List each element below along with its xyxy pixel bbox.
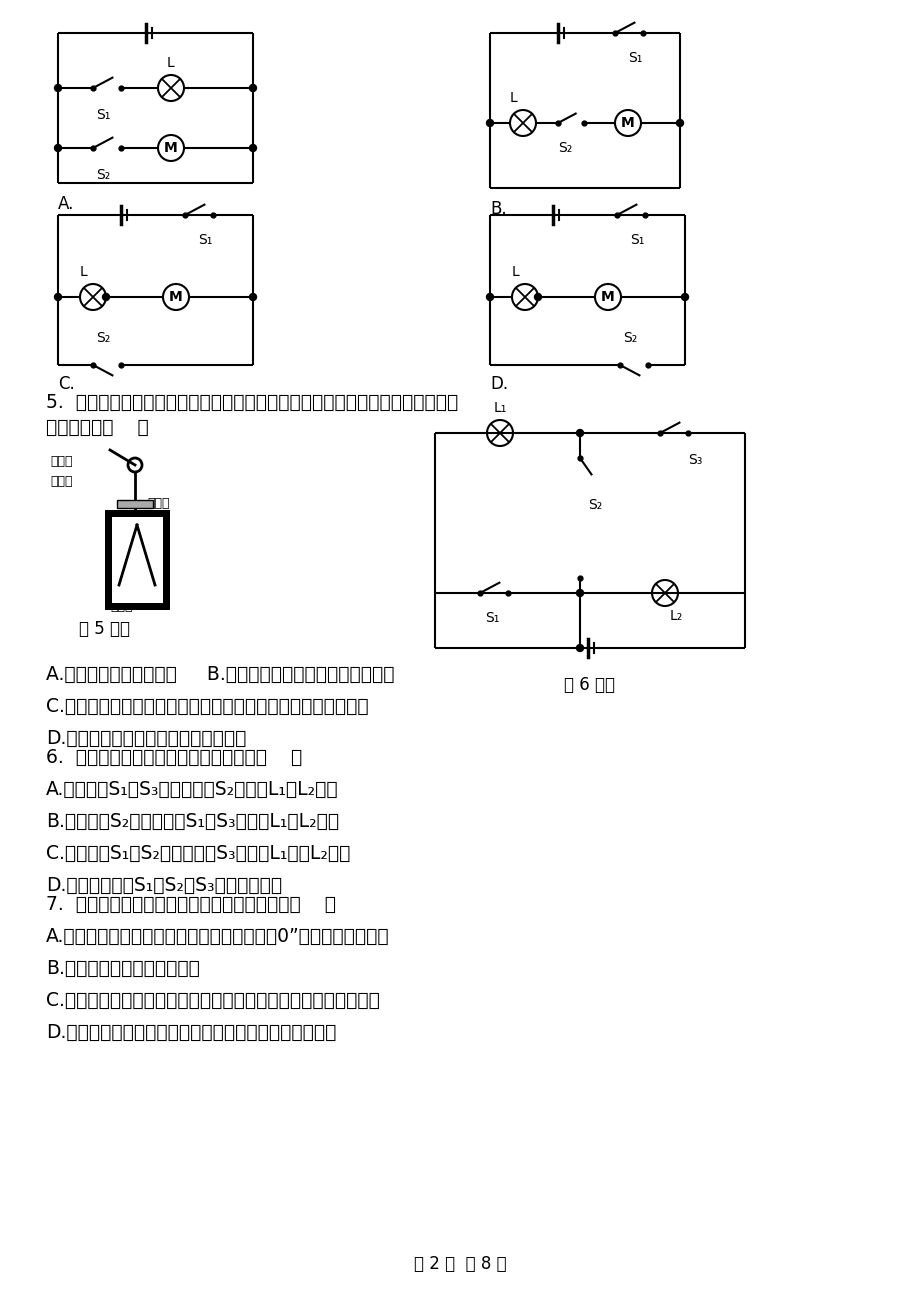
Text: S₁: S₁ <box>198 233 212 247</box>
Circle shape <box>102 294 109 300</box>
Text: D.: D. <box>490 375 507 394</box>
Text: 第 5 题图: 第 5 题图 <box>79 620 130 638</box>
Circle shape <box>576 430 583 436</box>
Text: L₂: L₂ <box>669 609 683 624</box>
Text: 第 6 题图: 第 6 题图 <box>564 675 615 694</box>
Text: L: L <box>80 265 87 279</box>
Text: L₁: L₁ <box>493 401 506 414</box>
Text: C.: C. <box>58 375 74 394</box>
Text: A.摩擦过程中创造了电荷     B.经橡胶棒接触后的验电器带正电荷: A.摩擦过程中创造了电荷 B.经橡胶棒接触后的验电器带正电荷 <box>46 665 394 685</box>
Text: L: L <box>512 265 519 279</box>
Text: B.: B. <box>490 200 506 218</box>
Circle shape <box>486 120 493 126</box>
Circle shape <box>54 294 62 300</box>
Circle shape <box>614 110 641 136</box>
Circle shape <box>249 84 256 91</box>
Circle shape <box>54 84 62 91</box>
Text: D.同时闭合开关S₁、S₂、S₃时，电源短路: D.同时闭合开关S₁、S₂、S₃时，电源短路 <box>46 876 282 895</box>
Text: S₁: S₁ <box>484 611 499 625</box>
Circle shape <box>249 294 256 300</box>
Circle shape <box>249 144 256 152</box>
Text: 7.  关于电流表的使用，下列说法中不正确的是（    ）: 7. 关于电流表的使用，下列说法中不正确的是（ ） <box>46 895 335 914</box>
Circle shape <box>486 294 493 300</box>
Text: M: M <box>600 290 614 304</box>
Text: C.闭合开关S₁、S₂，断开开关S₃时，灯L₁亮、L₂不亮: C.闭合开关S₁、S₂，断开开关S₃时，灯L₁亮、L₂不亮 <box>46 844 350 863</box>
Text: S₃: S₃ <box>687 453 701 468</box>
Text: 法正确的是（    ）: 法正确的是（ ） <box>46 418 149 436</box>
Text: S₂: S₂ <box>96 168 110 182</box>
Text: S₂: S₂ <box>558 142 572 155</box>
Text: 第 2 页  共 8 页: 第 2 页 共 8 页 <box>414 1255 505 1273</box>
Text: S₂: S₂ <box>587 498 602 512</box>
Text: C.橡胶棒与验电器接触时，瞬间的电流方向是从橡胶棒到验电器: C.橡胶棒与验电器接触时，瞬间的电流方向是从橡胶棒到验电器 <box>46 698 369 716</box>
Text: L: L <box>509 91 517 105</box>
Text: 绣缘垫: 绣缘垫 <box>147 498 169 511</box>
Text: S₁: S₁ <box>96 108 110 122</box>
Text: 金属杆: 金属杆 <box>50 475 73 488</box>
Text: A.: A. <box>58 195 74 213</box>
Text: S₂: S₂ <box>96 331 110 346</box>
Text: M: M <box>169 290 183 304</box>
Bar <box>105 511 170 611</box>
Circle shape <box>534 294 541 300</box>
Text: B.闭合开关S₂，断开开关S₁、S₃时，灯L₁、L₂并联: B.闭合开关S₂，断开开关S₁、S₃时，灯L₁、L₂并联 <box>46 812 339 831</box>
Text: 6.  如图所示的电路，下列判断正确的是（    ）: 6. 如图所示的电路，下列判断正确的是（ ） <box>46 748 302 766</box>
Text: L: L <box>167 56 175 70</box>
Text: S₁: S₁ <box>630 233 643 247</box>
Circle shape <box>163 284 188 310</box>
Text: A.闭合开关S₁、S₃，断开开关S₂时，灯L₁、L₂串联: A.闭合开关S₁、S₃，断开开关S₂时，灯L₁、L₂串联 <box>46 779 338 799</box>
Text: A.使用前如果电流表的指针没有指在表盘上的0”点，要先进行调零: A.使用前如果电流表的指针没有指在表盘上的0”点，要先进行调零 <box>46 927 390 946</box>
Circle shape <box>576 590 583 596</box>
Circle shape <box>681 294 687 300</box>
Text: C.当电路中的电流无法估计时，要用试触的方法来选定合适的量程: C.当电路中的电流无法估计时，要用试触的方法来选定合适的量程 <box>46 991 380 1011</box>
Bar <box>112 517 163 603</box>
Text: S₂: S₂ <box>622 331 637 346</box>
Text: S₁: S₁ <box>628 51 641 65</box>
Circle shape <box>54 144 62 152</box>
Bar <box>117 500 153 508</box>
Text: 金属球: 金属球 <box>50 455 73 468</box>
Text: 金属箔: 金属箔 <box>110 600 132 613</box>
Text: 5.  用皮毛摩擦过的橡胶棒接触验电器的金属球，验电器的金属片会张开，以下说: 5. 用皮毛摩擦过的橡胶棒接触验电器的金属球，验电器的金属片会张开，以下说 <box>46 394 458 412</box>
Circle shape <box>158 135 184 161</box>
Circle shape <box>675 120 683 126</box>
Circle shape <box>576 644 583 652</box>
Text: B.电流表要并联在被测电路中: B.电流表要并联在被测电路中 <box>46 959 199 978</box>
Text: M: M <box>164 142 177 155</box>
Text: D.金属片张开是由于同种电荷相互排斥: D.金属片张开是由于同种电荷相互排斥 <box>46 729 246 748</box>
Circle shape <box>595 284 620 310</box>
Text: M: M <box>620 116 634 130</box>
Text: D.绝不允许不经过用电器把电流表直接接到电源的两极上: D.绝不允许不经过用电器把电流表直接接到电源的两极上 <box>46 1024 336 1042</box>
